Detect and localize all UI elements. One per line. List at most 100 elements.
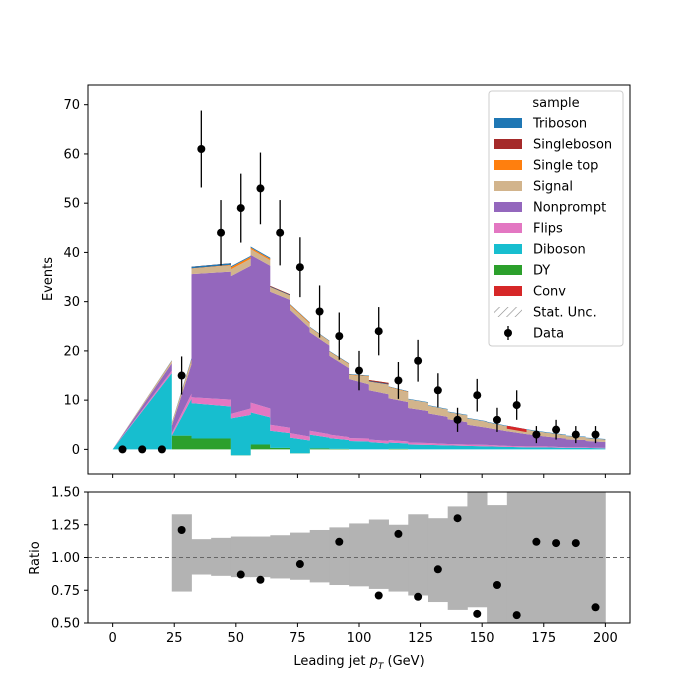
uncertainty-bin <box>349 523 370 587</box>
ratio-x-label: Leading jet pT (GeV) <box>293 654 424 672</box>
ratio-point <box>394 529 403 538</box>
ratio-point <box>374 591 383 600</box>
legend-entry: Data <box>504 326 564 342</box>
uncertainty-bin <box>388 524 409 592</box>
uncertainty-bin <box>467 492 488 608</box>
legend-label: DY <box>533 264 550 279</box>
uncertainty-bin <box>171 514 192 592</box>
main-y-tick-label: 60 <box>63 147 80 162</box>
ratio-point <box>492 581 501 590</box>
legend-swatch <box>494 139 522 149</box>
data-point <box>374 307 383 356</box>
main-y-ticks: 0 10 20 30 40 50 60 70 <box>63 98 88 458</box>
legend-entry: Diboson <box>494 243 586 258</box>
ratio-uncertainty-band <box>171 492 606 623</box>
data-point <box>256 152 265 225</box>
data-point <box>571 426 580 444</box>
legend-label: Signal <box>533 180 573 195</box>
main-y-tick-label: 20 <box>63 344 80 359</box>
data-point <box>453 407 462 432</box>
data-point <box>591 426 600 444</box>
main-x-ticks <box>112 474 606 478</box>
ratio-x-tick-label: 150 <box>470 631 495 646</box>
legend-label: Single top <box>533 159 598 174</box>
legend-label: Nonprompt <box>533 201 606 216</box>
ratio-y-tick-label: 0.50 <box>51 617 80 632</box>
data-point <box>512 390 521 420</box>
data-point <box>157 445 166 454</box>
ratio-point <box>571 539 580 548</box>
ratio-point <box>236 570 245 579</box>
main-y-tick-label: 0 <box>72 443 80 458</box>
legend-swatch <box>494 244 522 254</box>
uncertainty-bin <box>211 537 232 576</box>
uncertainty-bin <box>191 539 212 575</box>
data-point <box>473 378 482 412</box>
data-points <box>118 110 600 454</box>
stack-diboson <box>112 373 606 456</box>
data-point <box>335 312 344 360</box>
main-y-tick-label: 40 <box>63 246 80 261</box>
ratio-y-tick-label: 0.75 <box>51 584 80 599</box>
legend-label: Stat. Unc. <box>533 306 597 321</box>
uncertainty-bin <box>447 506 468 610</box>
data-point <box>492 407 501 432</box>
uncertainty-bin <box>408 514 429 596</box>
ratio-point <box>295 560 304 569</box>
data-point <box>394 362 403 399</box>
ratio-point <box>414 592 423 601</box>
legend-swatch <box>494 181 522 191</box>
ratio-x-tick-label: 50 <box>228 631 245 646</box>
ratio-x-tick-label: 25 <box>166 631 183 646</box>
uncertainty-bin <box>290 532 311 580</box>
ratio-panel: 0.50 0.75 1.00 1.25 1.50 0 25 50 75 100 125 150 175… <box>28 486 631 672</box>
main-y-tick-label: 70 <box>63 98 80 113</box>
legend-swatch <box>494 223 522 233</box>
ratio-y-ticks: 0.50 0.75 1.00 1.25 1.50 <box>51 486 88 632</box>
ratio-x-tick-label: 200 <box>593 631 618 646</box>
ratio-point <box>433 565 442 574</box>
x-label-main: Leading jet <box>293 654 369 669</box>
data-point <box>552 419 561 440</box>
data-point <box>276 200 285 266</box>
ratio-x-tick-label: 0 <box>108 631 116 646</box>
legend-entry: Single top <box>494 159 598 174</box>
ratio-point <box>473 609 482 618</box>
data-point <box>197 110 206 188</box>
legend-entry: Nonprompt <box>494 201 606 216</box>
stacked-backgrounds <box>112 246 606 456</box>
ratio-x-ticks: 0 25 50 75 100 125 150 175 200 <box>108 623 618 646</box>
ratio-point <box>552 539 561 548</box>
uncertainty-bin <box>487 505 508 623</box>
legend-entry: Stat. Unc. <box>494 306 597 321</box>
legend-swatch <box>494 118 522 128</box>
ratio-point <box>512 611 521 620</box>
legend-swatch <box>494 160 522 170</box>
legend-label: Flips <box>533 222 563 237</box>
data-point <box>414 339 423 382</box>
ratio-x-tick-label: 175 <box>531 631 556 646</box>
main-y-tick-label: 30 <box>63 295 80 310</box>
uncertainty-bin <box>270 535 291 579</box>
data-point <box>315 285 324 338</box>
x-label-subscript: T <box>378 662 385 672</box>
legend-marker <box>504 329 512 337</box>
main-y-tick-label: 10 <box>63 394 80 409</box>
legend-entry: Signal <box>494 180 573 195</box>
uncertainty-bin <box>329 527 350 586</box>
ratio-y-tick-label: 1.50 <box>51 486 80 501</box>
stack-nonprompt <box>112 254 606 450</box>
legend-entry: Singleboson <box>494 138 612 153</box>
legend-label: Conv <box>533 285 566 300</box>
x-label-symbol: p <box>369 654 378 669</box>
uncertainty-bin <box>546 492 567 623</box>
data-point <box>355 350 363 391</box>
ratio-x-tick-label: 125 <box>408 631 433 646</box>
data-point <box>236 173 245 243</box>
legend-label: Diboson <box>533 243 586 258</box>
data-point <box>177 356 186 395</box>
legend-box <box>488 90 624 347</box>
data-point <box>295 237 304 298</box>
ratio-point <box>591 603 600 612</box>
